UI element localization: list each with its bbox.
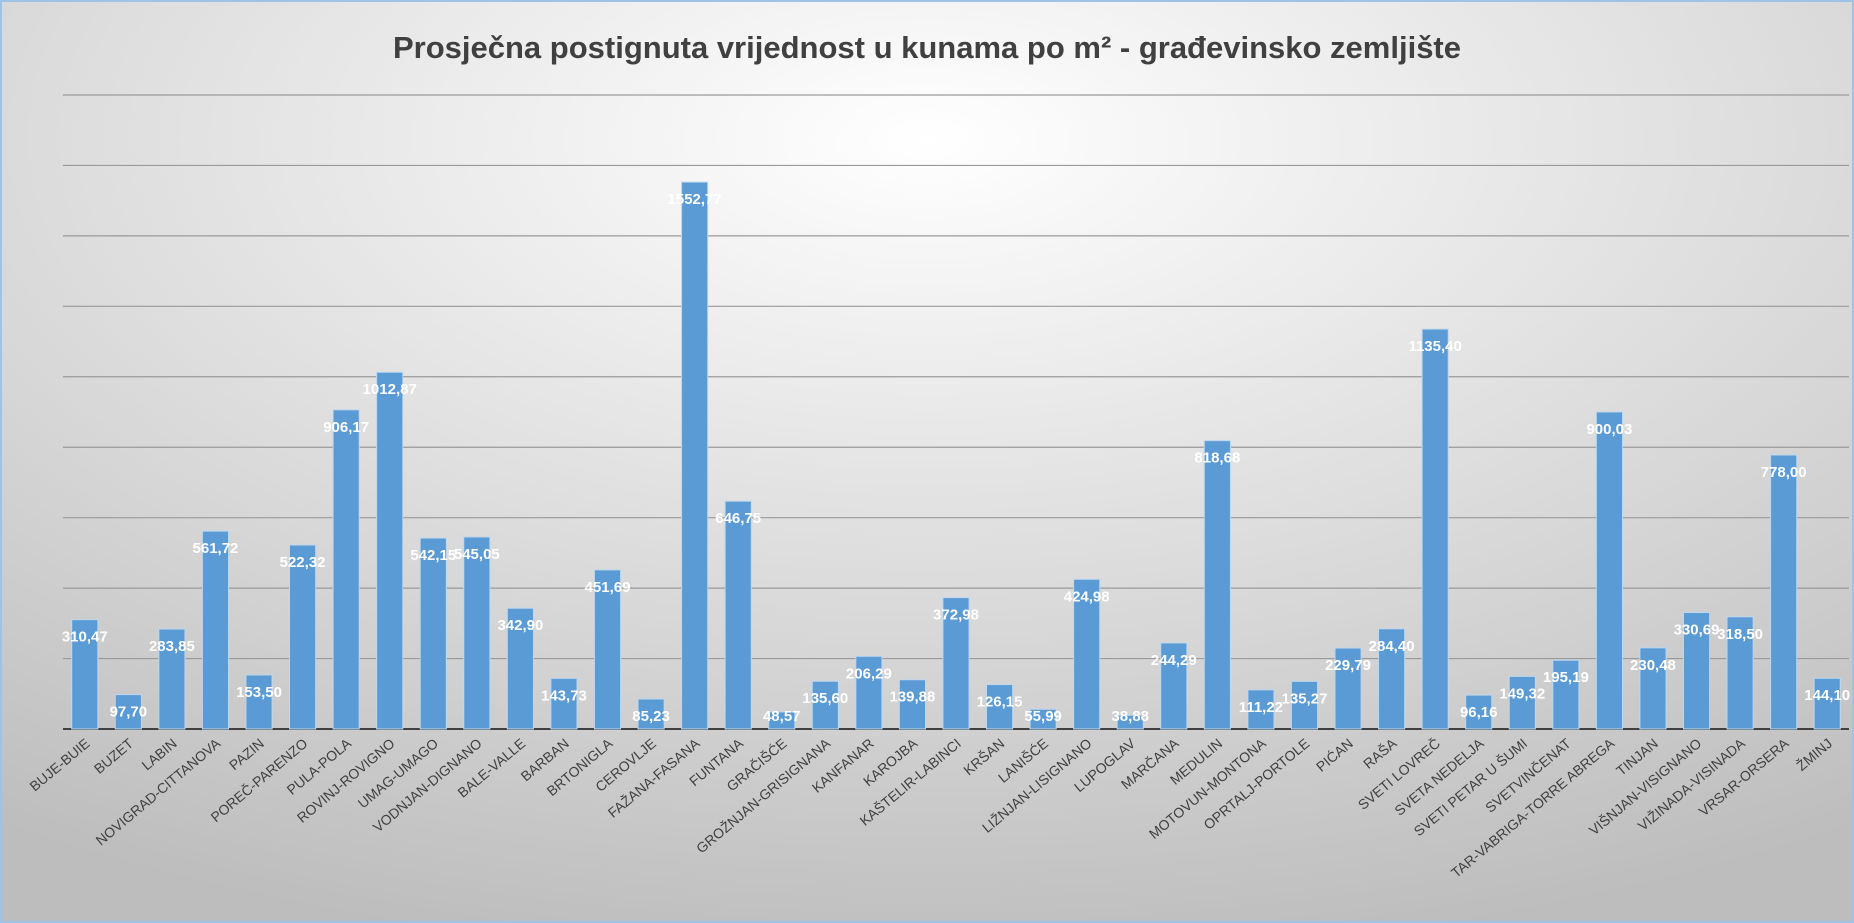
value-label: 97,70 [110,704,148,721]
bar [985,684,1014,730]
bar [1726,616,1754,730]
bar [942,597,970,730]
value-label: 195,19 [1543,669,1589,686]
value-label: 85,23 [632,708,670,725]
bar [593,569,622,730]
value-label: 818,68 [1194,450,1240,467]
bar [1203,440,1231,730]
bar [1421,328,1449,730]
value-label: 144,10 [1804,687,1850,704]
value-label: 451,69 [585,579,631,596]
bar [1073,578,1101,730]
bar [1247,689,1275,730]
value-label: 206,29 [846,665,892,682]
bar [1334,647,1362,730]
bar [419,537,447,730]
value-label: 545,05 [454,546,500,563]
value-label: 149,32 [1499,685,1545,702]
bar [1595,411,1623,730]
bar [1378,628,1406,730]
bar [898,679,927,730]
value-label: 229,79 [1325,657,1371,674]
bar [1116,714,1144,730]
bar [1465,694,1493,730]
value-label: 542,15 [410,547,456,564]
bar [681,181,709,730]
value-label: 1012,87 [363,381,417,398]
bar [550,677,578,730]
bar [1290,680,1319,730]
value-label: 48,57 [763,708,801,725]
value-label: 55,99 [1024,708,1062,725]
bar [768,711,796,730]
value-label: 139,88 [889,689,935,706]
bar [1682,612,1711,730]
bar [1552,659,1580,730]
value-label: 38,88 [1111,708,1149,725]
value-label: 906,17 [323,419,369,436]
bar [724,500,752,730]
bar [376,371,404,730]
bar [637,698,665,730]
value-label: 135,27 [1282,690,1328,707]
value-label: 330,69 [1674,622,1720,639]
value-label: 318,50 [1717,626,1763,643]
value-label: 284,40 [1369,638,1415,655]
value-label: 230,48 [1630,657,1676,674]
value-label: 310,47 [62,629,108,646]
bar [332,409,360,730]
bar [463,536,491,730]
value-label: 111,22 [1239,699,1283,716]
bar [1029,708,1057,730]
bar [506,607,534,730]
bar [855,655,883,730]
value-label: 96,16 [1460,704,1498,721]
value-label: 900,03 [1586,421,1632,438]
bar [1813,677,1841,730]
value-label: 561,72 [193,540,239,557]
value-label: 126,15 [977,694,1023,711]
chart-title: Prosječna postignuta vrijednost u kunama… [393,30,1461,65]
bar [289,544,317,730]
bar [158,628,186,730]
value-label: 778,00 [1761,464,1807,481]
value-label: 244,29 [1151,652,1197,669]
bar [245,674,273,730]
value-label: 1135,40 [1408,338,1461,355]
bar [114,694,142,730]
value-label: 522,32 [280,554,326,571]
value-label: 424,98 [1064,588,1110,605]
value-label: 372,98 [933,607,979,624]
bar [811,680,839,730]
value-label: 1552,77 [668,191,722,208]
value-label: 135,60 [802,690,848,707]
value-label: 646,75 [715,510,761,527]
bar [201,530,230,730]
value-label: 143,73 [541,687,587,704]
bar [1770,454,1798,730]
value-label: 283,85 [149,638,195,655]
value-label: 342,90 [497,617,543,634]
bar [1160,642,1188,730]
bar [1639,647,1667,730]
value-label: 153,50 [236,684,282,701]
bar [1508,675,1536,730]
bar [71,619,99,730]
